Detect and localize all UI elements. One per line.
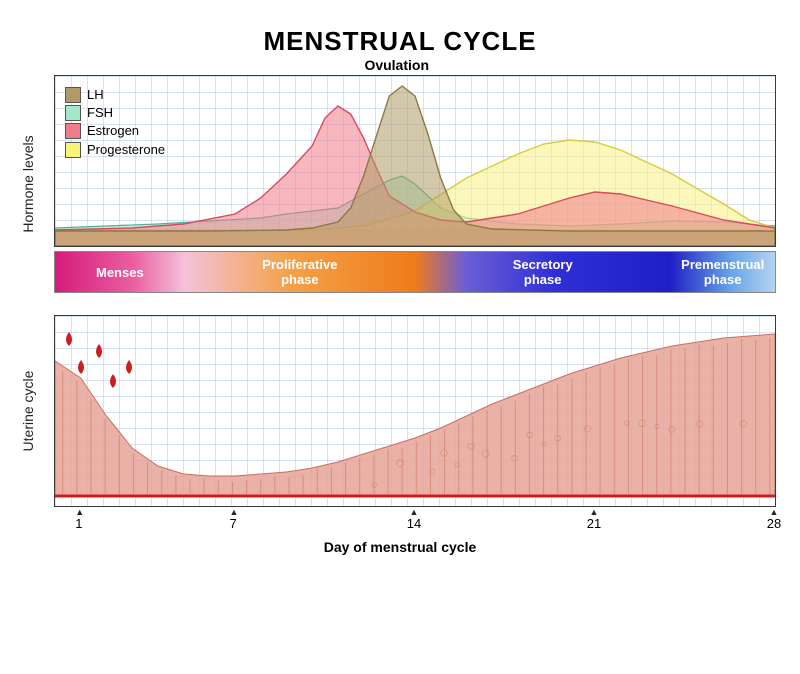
blood-drop-icon (78, 360, 84, 374)
legend-swatch (65, 142, 81, 158)
hormone-panel: Hormone levels Ovulation LHFSHEstrogenPr… (54, 75, 768, 293)
legend-label: Estrogen (87, 122, 139, 140)
legend-label: FSH (87, 104, 113, 122)
blood-drop-icon (126, 360, 132, 374)
blood-drop-icon (96, 344, 102, 358)
phase-segment: Premenstrualphase (670, 252, 775, 292)
blood-drop-icon (110, 374, 116, 388)
legend-item: Progesterone (65, 141, 165, 159)
hormone-chart: LHFSHEstrogenProgesterone (54, 75, 776, 247)
x-tick: 7 (230, 507, 239, 531)
ovulation-label: Ovulation (364, 57, 429, 73)
phase-segment: Menses (55, 252, 185, 292)
endometrium-area (55, 334, 775, 496)
phase-bar: MensesProliferativephaseSecretoryphasePr… (54, 251, 776, 293)
phase-segment: Proliferativephase (185, 252, 415, 292)
legend-swatch (65, 87, 81, 103)
legend-label: Progesterone (87, 141, 165, 159)
legend-item: Estrogen (65, 122, 165, 140)
x-tick: 14 (407, 507, 421, 531)
uterine-ylabel: Uterine cycle (20, 371, 36, 452)
legend-swatch (65, 105, 81, 121)
uterine-panel: Uterine cycle (54, 315, 768, 507)
phase-segment: Secretoryphase (415, 252, 670, 292)
x-tick: 21 (587, 507, 601, 531)
legend-label: LH (87, 86, 104, 104)
x-tick: 28 (767, 507, 781, 531)
legend: LHFSHEstrogenProgesterone (65, 86, 165, 159)
x-axis: 17142128 (54, 507, 774, 535)
legend-item: FSH (65, 104, 165, 122)
blood-drop-icon (66, 332, 72, 346)
x-tick: 1 (75, 507, 84, 531)
hormone-ylabel: Hormone levels (20, 135, 36, 232)
x-axis-label: Day of menstrual cycle (20, 539, 780, 555)
legend-item: LH (65, 86, 165, 104)
legend-swatch (65, 123, 81, 139)
uterine-lining (55, 316, 775, 506)
page-title: MENSTRUAL CYCLE (20, 26, 780, 57)
uterine-chart (54, 315, 776, 507)
